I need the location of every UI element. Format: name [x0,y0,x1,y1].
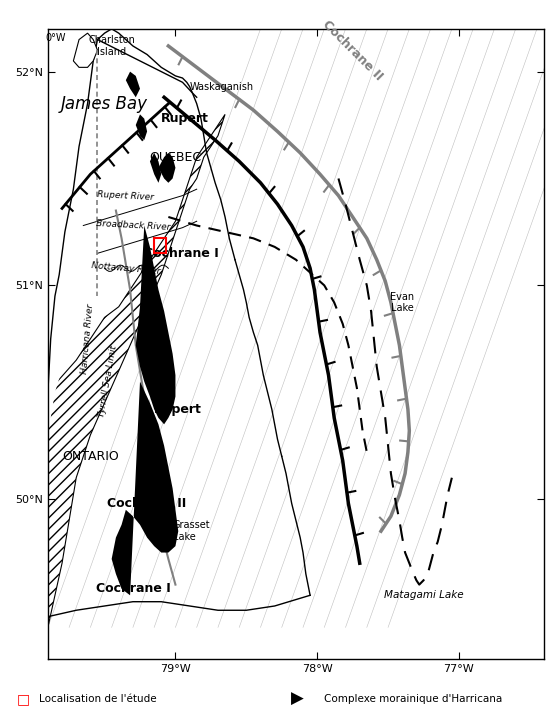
Text: Grasset
Lake: Grasset Lake [173,521,210,542]
Polygon shape [158,153,176,183]
Text: Tyrrell Sea Limit: Tyrrell Sea Limit [97,345,118,418]
Text: Waskaganish: Waskaganish [190,82,254,92]
Text: Localisation de l'étude: Localisation de l'étude [39,694,157,704]
Text: Rupert: Rupert [161,112,209,125]
Text: Rupert: Rupert [154,403,202,416]
Text: Rupert River: Rupert River [97,190,154,202]
Text: Cochrane II: Cochrane II [107,497,187,510]
Text: ▶: ▶ [291,690,304,709]
Text: James Bay: James Bay [61,95,148,113]
Text: Complexe morainique d'Harricana: Complexe morainique d'Harricana [324,694,503,704]
Polygon shape [136,225,176,424]
Text: Harricana River: Harricana River [80,304,95,374]
Text: Nottaway River: Nottaway River [91,261,160,276]
Bar [154,238,165,253]
Text: Evan
Lake: Evan Lake [390,292,414,313]
Polygon shape [112,381,178,595]
Text: QUEBEC: QUEBEC [149,151,201,164]
Polygon shape [136,114,147,140]
Text: □: □ [17,692,30,707]
Text: Cochrane I: Cochrane I [144,247,219,260]
Polygon shape [48,29,204,628]
Text: Charlston
Island: Charlston Island [88,35,135,57]
Text: Cochrane I: Cochrane I [96,582,170,595]
Polygon shape [73,33,97,67]
Text: Matagami Lake: Matagami Lake [383,590,463,600]
Text: Broadback River: Broadback River [96,219,170,232]
Polygon shape [126,72,140,97]
Text: Cochrane II: Cochrane II [320,18,385,83]
Polygon shape [150,153,161,183]
Text: 0°W: 0°W [45,33,65,43]
Text: ONTARIO: ONTARIO [62,450,119,463]
Polygon shape [48,114,225,628]
